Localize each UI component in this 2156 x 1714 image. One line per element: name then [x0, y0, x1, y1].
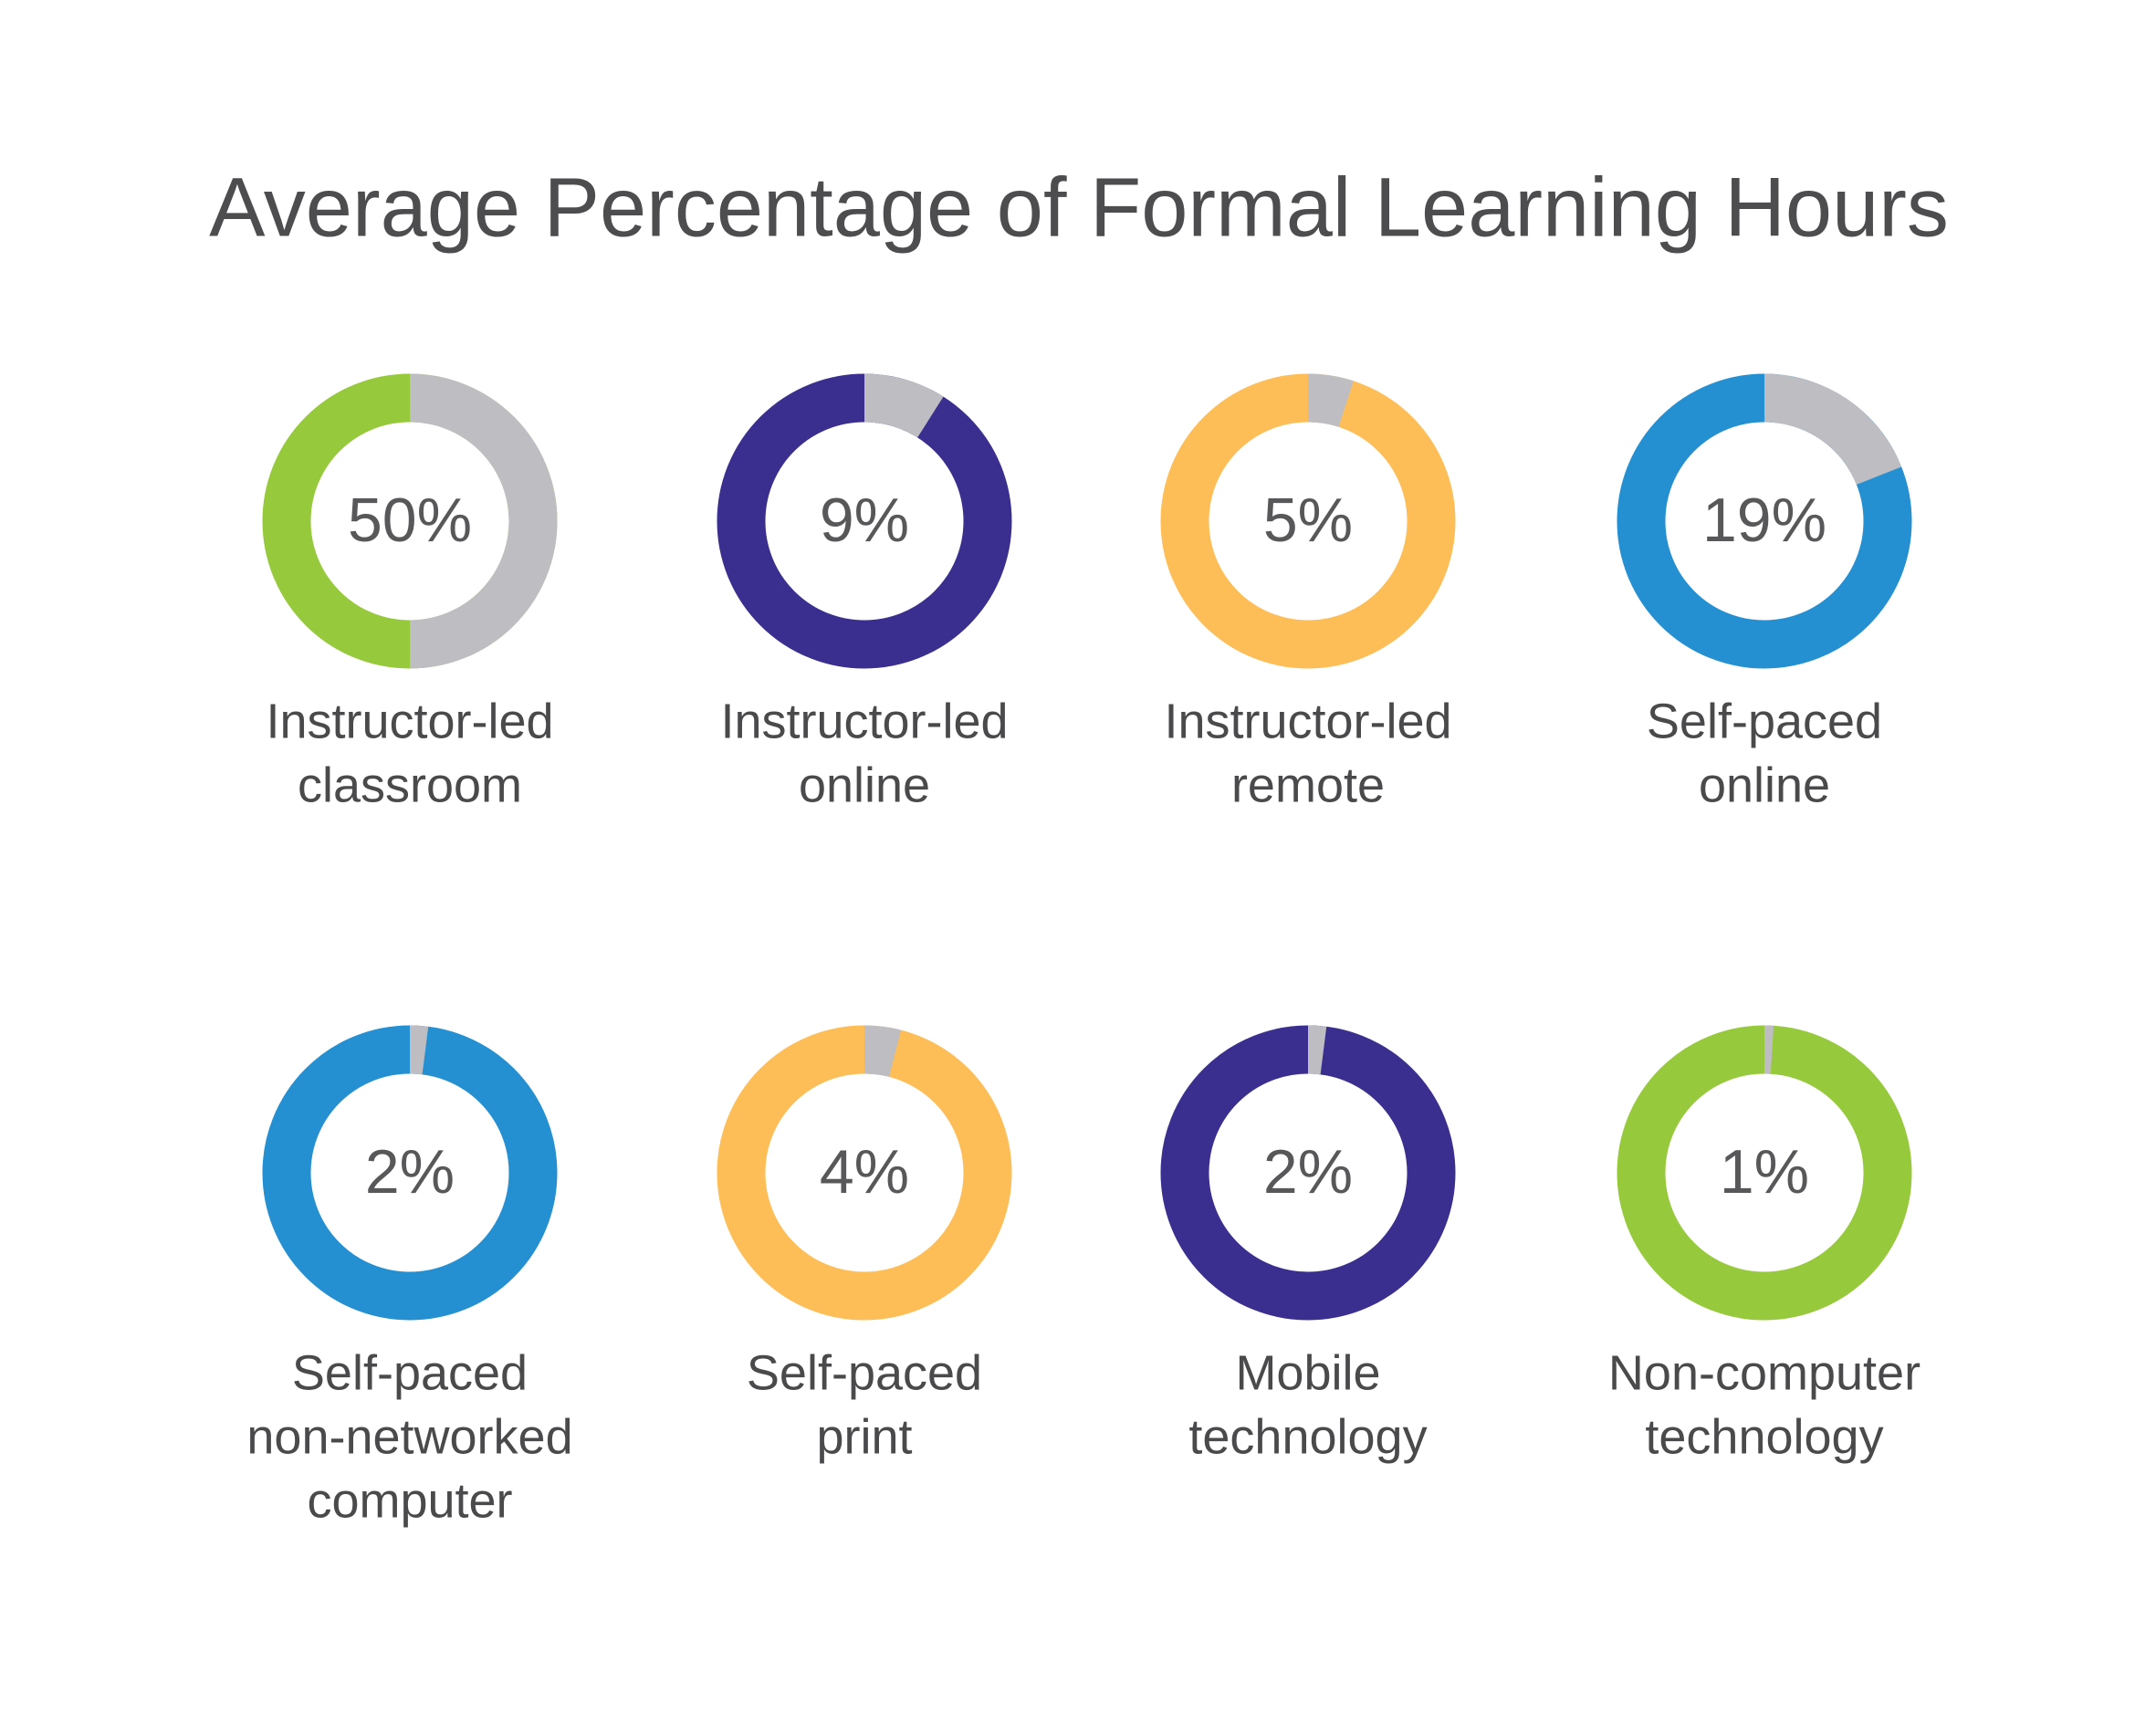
category-label: remote — [1231, 758, 1385, 812]
value-label: 1% — [1720, 1137, 1809, 1207]
category-label: Instructor-led — [266, 694, 553, 748]
value-label: 2% — [1263, 1137, 1353, 1207]
category-label: online — [799, 758, 930, 812]
value-label: 4% — [820, 1137, 909, 1207]
donut-segment — [1764, 373, 1902, 486]
category-label: non-networked — [246, 1409, 572, 1464]
value-label: 5% — [1263, 486, 1353, 555]
category-label: Self-paced — [292, 1345, 528, 1400]
category-label: print — [816, 1409, 912, 1464]
value-label: 2% — [365, 1137, 455, 1207]
value-label: 19% — [1702, 486, 1826, 555]
value-label: 50% — [348, 486, 472, 555]
donut-segment — [1307, 373, 1354, 428]
value-label: 9% — [820, 486, 909, 555]
donut-segment — [863, 1025, 902, 1078]
category-label: Instructor-led — [720, 694, 1008, 748]
category-label: Mobile — [1235, 1345, 1380, 1400]
category-label: Self-paced — [747, 1345, 982, 1400]
category-label: Instructor-led — [1164, 694, 1451, 748]
donut-segment — [409, 373, 558, 669]
category-label: technology — [1645, 1409, 1883, 1464]
donut-segment — [863, 373, 944, 438]
category-label: Self-paced — [1647, 694, 1882, 748]
category-label: technology — [1188, 1409, 1427, 1464]
category-label: online — [1699, 758, 1830, 812]
category-label: classroom — [298, 758, 522, 812]
category-label: computer — [307, 1473, 512, 1528]
chart-title: Average Percentage of Formal Learning Ho… — [209, 161, 1949, 254]
category-label: Non-computer — [1608, 1345, 1921, 1400]
